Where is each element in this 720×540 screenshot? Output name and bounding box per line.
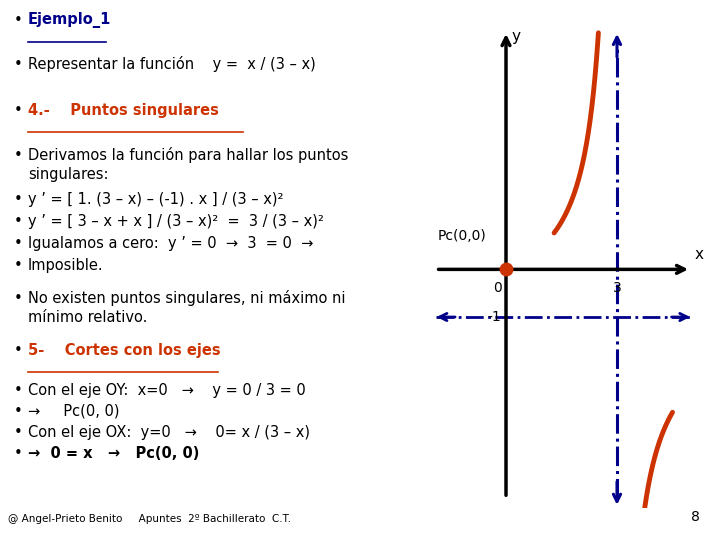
Text: →     Pc(0, 0): → Pc(0, 0): [28, 404, 120, 419]
Text: @ Angel-Prieto Benito     Apuntes  2º Bachillerato  C.T.: @ Angel-Prieto Benito Apuntes 2º Bachill…: [8, 514, 291, 524]
Text: 8: 8: [691, 510, 700, 524]
Text: Imposible.: Imposible.: [28, 258, 104, 273]
Text: •: •: [14, 446, 23, 461]
Text: 4.-    Puntos singulares: 4.- Puntos singulares: [28, 103, 219, 118]
Text: 0: 0: [492, 281, 502, 295]
Text: Igualamos a cero:  y ’ = 0  →  3  = 0  →: Igualamos a cero: y ’ = 0 → 3 = 0 →: [28, 236, 313, 251]
Text: •: •: [14, 214, 23, 229]
Text: y: y: [511, 29, 521, 44]
Text: y ’ = [ 1. (3 – x) – (-1) . x ] / (3 – x)²: y ’ = [ 1. (3 – x) – (-1) . x ] / (3 – x…: [28, 192, 284, 207]
Text: •: •: [14, 148, 23, 163]
Text: •: •: [14, 103, 23, 118]
Text: singulares:: singulares:: [28, 167, 109, 182]
Text: mínimo relativo.: mínimo relativo.: [28, 310, 148, 325]
Text: Representar la función    y =  x / (3 – x): Representar la función y = x / (3 – x): [28, 56, 316, 72]
Text: •: •: [14, 236, 23, 251]
Text: •: •: [14, 291, 23, 306]
Text: •: •: [14, 343, 23, 358]
Text: x: x: [695, 247, 703, 262]
Text: •: •: [14, 383, 23, 398]
Text: -1: -1: [488, 310, 502, 324]
Text: •: •: [14, 57, 23, 72]
Text: •: •: [14, 13, 23, 28]
Text: 5-    Cortes con los ejes: 5- Cortes con los ejes: [28, 343, 220, 358]
Text: 3: 3: [613, 281, 621, 295]
Text: •: •: [14, 258, 23, 273]
Text: →  0 = x   →   Pc(0, 0): → 0 = x → Pc(0, 0): [28, 446, 199, 461]
Text: •: •: [14, 425, 23, 440]
Text: Con el eje OY:  x=0   →    y = 0 / 3 = 0: Con el eje OY: x=0 → y = 0 / 3 = 0: [28, 383, 306, 398]
Text: Con el eje OX:  y=0   →    0= x / (3 – x): Con el eje OX: y=0 → 0= x / (3 – x): [28, 425, 310, 440]
Text: Derivamos la función para hallar los puntos: Derivamos la función para hallar los pun…: [28, 147, 348, 163]
Text: Pc(0,0): Pc(0,0): [438, 229, 486, 243]
Text: •: •: [14, 404, 23, 419]
Text: y ’ = [ 3 – x + x ] / (3 – x)²  =  3 / (3 – x)²: y ’ = [ 3 – x + x ] / (3 – x)² = 3 / (3 …: [28, 214, 324, 229]
Text: No existen puntos singulares, ni máximo ni: No existen puntos singulares, ni máximo …: [28, 290, 346, 306]
Text: Ejemplo_1: Ejemplo_1: [28, 12, 112, 28]
Text: •: •: [14, 192, 23, 207]
